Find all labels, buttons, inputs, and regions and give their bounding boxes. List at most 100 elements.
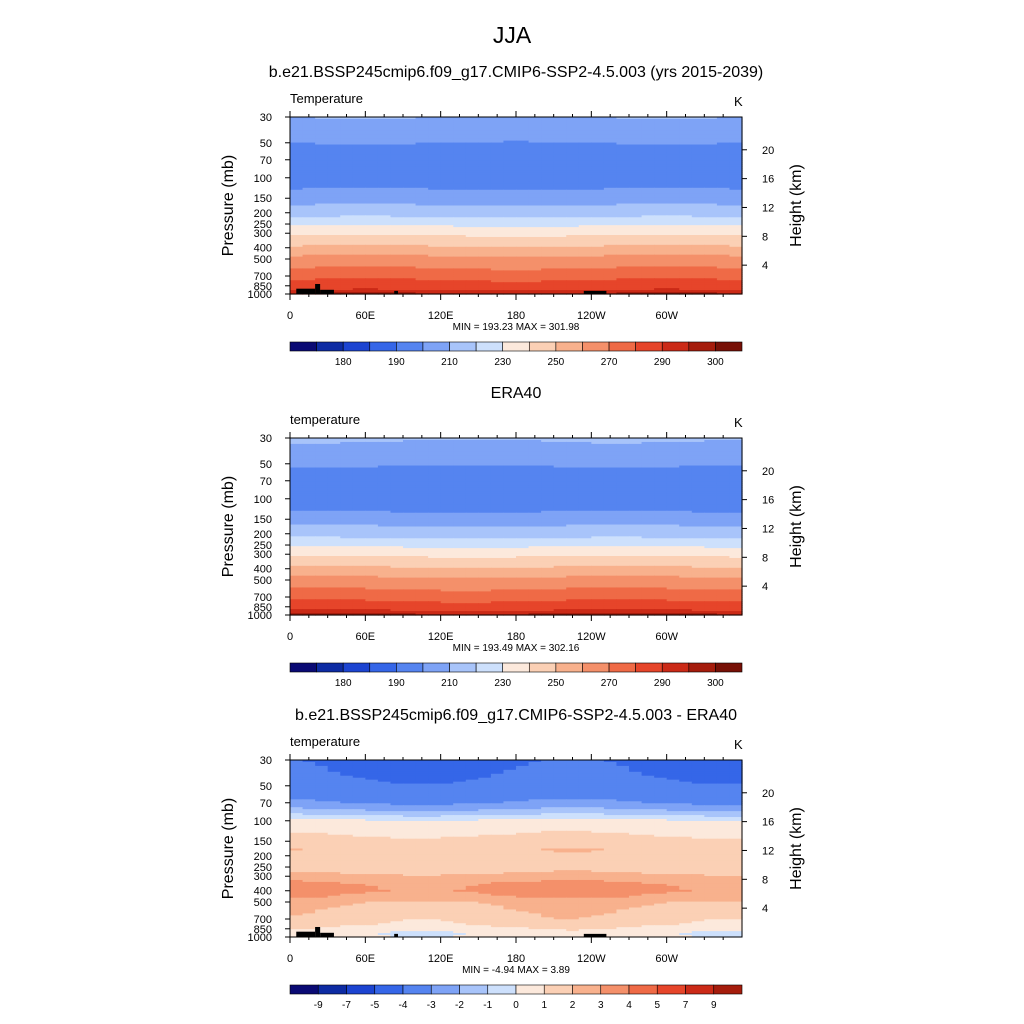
contour-cell (591, 262, 605, 266)
contour-cell (654, 514, 668, 518)
contour-cell (629, 176, 643, 179)
contour-cell (390, 191, 404, 195)
contour-cell (654, 276, 668, 279)
contour-cell (340, 481, 354, 484)
contour-cell (490, 130, 505, 134)
contour-cell (528, 266, 542, 270)
contour-cell (729, 475, 743, 478)
contour-cell (315, 489, 329, 492)
contour-cell (654, 132, 668, 136)
contour-cell (290, 276, 304, 279)
contour-cell (503, 124, 517, 128)
contour-cell (528, 142, 542, 146)
contour-cell (528, 485, 542, 488)
contour-cell (465, 290, 479, 293)
contour-cell (390, 516, 404, 520)
contour-cell (578, 162, 592, 165)
contour-cell (415, 483, 429, 486)
contour-cell (377, 510, 392, 514)
contour-cell (629, 479, 643, 482)
contour-cell (302, 205, 316, 209)
contour-cell (629, 451, 643, 455)
contour-cell (315, 189, 329, 193)
contour-cell (365, 211, 379, 214)
contour-cell (654, 463, 668, 467)
contour-cell (666, 264, 680, 268)
contour-cell (503, 238, 517, 242)
contour-cell (428, 176, 442, 179)
contour-cell (541, 274, 555, 277)
contour-cell (691, 242, 705, 246)
contour-cell (365, 516, 379, 520)
contour-cell (578, 140, 592, 144)
contour-cell (666, 158, 680, 161)
contour-cell (403, 160, 417, 163)
contour-cell (679, 252, 693, 256)
contour-cell (679, 229, 693, 232)
contour-cell (440, 256, 454, 260)
contour-cell (616, 256, 630, 260)
contour-cell (315, 485, 329, 488)
contour-cell (453, 174, 467, 177)
contour-cell (465, 502, 479, 506)
contour-cell (377, 231, 392, 234)
contour-cell (654, 240, 668, 244)
contour-cell (290, 274, 304, 277)
contour-cell (377, 284, 392, 287)
contour-cell (327, 193, 341, 197)
contour-cell (290, 266, 304, 270)
contour-cell (616, 144, 630, 148)
contour-cell (516, 449, 530, 453)
contour-cell (729, 512, 743, 516)
contour-cell (290, 166, 304, 169)
contour-cell (729, 516, 743, 520)
contour-cell (679, 451, 693, 455)
contour-cell (704, 512, 718, 516)
contour-cell (716, 453, 731, 457)
contour-cell (428, 128, 442, 132)
contour-cell (365, 118, 379, 122)
contour-cell (352, 117, 366, 120)
contour-cell (629, 487, 643, 490)
contour-cell (616, 199, 630, 203)
contour-cell (478, 508, 492, 512)
contour-cell (403, 463, 417, 467)
contour-cell (340, 500, 354, 504)
contour-cell (415, 170, 429, 173)
contour-cell (716, 248, 731, 252)
contour-cell (566, 235, 580, 238)
contour-cell (553, 207, 567, 211)
contour-cell (553, 252, 567, 256)
contour-cell (465, 508, 479, 512)
contour-cell (478, 183, 492, 187)
contour-cell (302, 148, 316, 152)
contour-cell (603, 512, 618, 516)
contour-cell (327, 451, 341, 455)
contour-cell (616, 162, 630, 165)
contour-cell (377, 493, 392, 496)
contour-cell (290, 170, 304, 173)
contour-cell (516, 166, 530, 169)
contour-cell (403, 475, 417, 478)
contour-cell (478, 238, 492, 242)
contour-cell (490, 451, 505, 455)
contour-cell (566, 124, 580, 128)
contour-cell (390, 250, 404, 254)
contour-cell (629, 246, 643, 250)
contour-cell (629, 516, 643, 520)
contour-cell (541, 276, 555, 279)
contour-cell (315, 520, 329, 524)
contour-cell (465, 272, 479, 275)
contour-cell (428, 183, 442, 187)
contour-cell (641, 491, 655, 494)
contour-cell (516, 203, 530, 207)
contour-cell (440, 132, 454, 136)
contour-cell (340, 471, 354, 474)
contour-cell (428, 288, 442, 291)
contour-cell (641, 443, 655, 447)
contour-cell (716, 221, 731, 224)
contour-cell (352, 185, 366, 189)
contour-cell (352, 264, 366, 268)
contour-cell (654, 229, 668, 232)
contour-cell (541, 475, 555, 478)
